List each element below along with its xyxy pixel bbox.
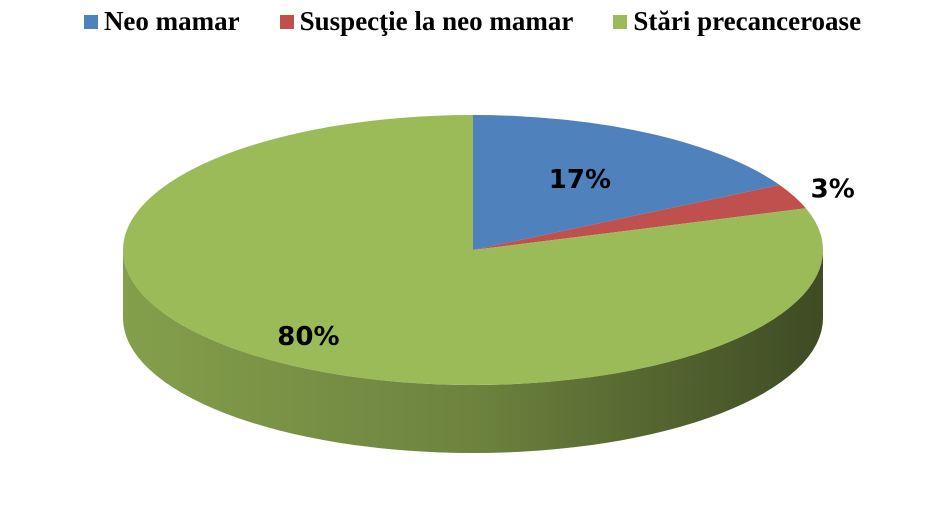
legend-item: Neo mamar [83,6,240,37]
legend-swatch [279,14,294,29]
slice [122,115,823,385]
data-label: 17% [549,165,611,195]
legend-label: Suspecţie la neo mamar [299,6,574,36]
side-shade [123,250,823,453]
legend-swatch [613,14,628,29]
slice [473,115,780,250]
legend: Neo mamar Suspecţie la neo mamar Stări pre… [0,6,945,37]
legend-swatch [83,14,98,29]
data-label: 80% [277,322,339,352]
legend-item: Stări precanceroase [613,6,861,37]
data-label: 3% [811,174,855,204]
legend-label: Stări precanceroase [633,6,862,36]
legend-item: Suspecţie la neo mamar [279,6,574,37]
legend-label: Neo mamar [103,6,240,36]
slice [473,184,806,250]
